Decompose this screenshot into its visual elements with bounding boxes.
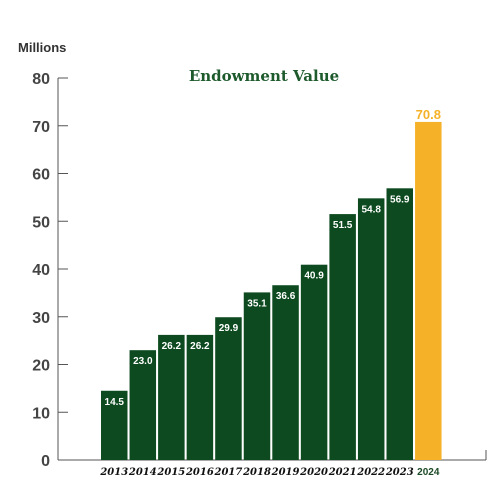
- bar-2017: [215, 317, 242, 460]
- y-tick-label: 0: [41, 453, 50, 470]
- data-label-2018: 35.1: [247, 298, 267, 309]
- data-label-2014: 23.0: [133, 356, 153, 367]
- bar-2022: [357, 198, 385, 460]
- data-label-2021: 51.5: [333, 220, 353, 231]
- y-axis-label: Millions: [18, 40, 66, 55]
- y-tick-label: 50: [32, 214, 50, 231]
- y-tick-label: 40: [32, 262, 50, 279]
- x-tick-label-2016: 2016: [185, 467, 214, 478]
- bar-2013: [101, 390, 128, 460]
- x-tick-label-2024: 2024: [417, 467, 440, 478]
- bar-2024: [415, 121, 442, 461]
- x-tick-label-2017: 2017: [214, 467, 243, 478]
- x-tick-label-2022: 2022: [356, 467, 385, 478]
- bars-group: [101, 121, 442, 461]
- data-label-2016: 26.2: [190, 341, 210, 352]
- y-tick-label: 30: [32, 310, 50, 327]
- y-tick-label: 60: [32, 167, 50, 184]
- bar-2015: [158, 334, 185, 460]
- y-tick-label: 20: [32, 358, 50, 375]
- bar-2020: [300, 264, 328, 460]
- data-label-2015: 26.2: [162, 341, 182, 352]
- data-label-2022: 54.8: [361, 204, 381, 215]
- x-tick-label-2018: 2018: [242, 467, 271, 478]
- bar-2019: [272, 285, 299, 460]
- data-label-2019: 36.6: [276, 291, 296, 302]
- x-tick-label-2020: 2020: [299, 467, 328, 478]
- data-labels-group: 14.5 23.0 26.2 26.2 29.9 35.1 36.6 40.9 51.5 54.8…: [105, 107, 441, 408]
- data-label-2024: 70.8: [416, 107, 441, 122]
- bar-2016: [186, 334, 214, 460]
- data-label-2017: 29.9: [219, 323, 239, 334]
- x-tick-label-2013: 2013: [99, 467, 128, 478]
- bar-2021: [329, 214, 356, 460]
- x-tick-label-2014: 2014: [128, 467, 157, 478]
- x-tick-label-2019: 2019: [271, 467, 300, 478]
- y-axis-ticks: 0 10 20 30 40 50 60 70 80: [32, 71, 68, 470]
- chart-title: Endowment Value: [189, 67, 339, 85]
- x-tick-label-2023: 2023: [385, 467, 414, 478]
- bar-2023: [386, 188, 413, 461]
- data-label-2020: 40.9: [304, 271, 324, 282]
- bar-2018: [243, 292, 271, 460]
- x-tick-label-2015: 2015: [156, 467, 185, 478]
- data-label-2023: 56.9: [390, 194, 410, 205]
- bar-2014: [129, 350, 157, 460]
- x-axis-ticks: 2013 2014 2015 2016 2017 2018 2019 2020 2021 2022…: [99, 467, 440, 478]
- data-label-2013: 14.5: [105, 397, 125, 408]
- y-tick-label: 10: [32, 405, 50, 422]
- y-tick-label: 70: [32, 119, 50, 136]
- x-tick-label-2021: 2021: [328, 467, 357, 478]
- y-tick-label: 80: [32, 71, 50, 88]
